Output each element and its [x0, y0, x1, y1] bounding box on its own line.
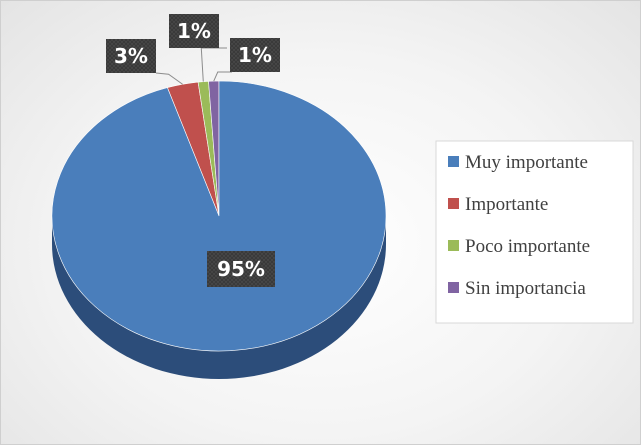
pie-side-muy-importante: [52, 216, 386, 379]
leader-lines-group: [155, 47, 232, 85]
leader-line-poco-importante: [200, 47, 227, 82]
data-label-box-muy-importante: [207, 251, 275, 287]
legend-swatch-sin-importancia: [448, 282, 459, 293]
pie-slices-group: [51, 80, 387, 352]
legend-label-muy-importante: Muy importante: [465, 152, 588, 173]
data-label-box-importante: [106, 39, 156, 73]
data-label-muy-importante: 95%: [217, 257, 265, 281]
data-labels-group: 3% 1% 1% 95%: [106, 14, 280, 287]
legend-box: [435, 140, 634, 324]
legend-swatch-muy-importante: [448, 156, 459, 167]
leader-line-sin-importancia: [213, 71, 232, 82]
pie-depth-group: [52, 216, 386, 379]
data-label-poco-importante: 1%: [177, 19, 211, 43]
pie-slice-muy-importante: [51, 80, 387, 352]
legend-label-sin-importancia: Sin importancia: [465, 278, 586, 299]
legend: Muy importante Importante Poco importante S…: [435, 140, 634, 324]
legend-swatch-importante: [448, 198, 459, 209]
data-label-box-sin-importancia: [230, 38, 280, 72]
leader-line-importante: [155, 72, 183, 85]
legend-label-poco-importante: Poco importante: [465, 236, 590, 257]
data-label-sin-importancia: 1%: [238, 43, 272, 67]
legend-label-importante: Importante: [465, 194, 548, 215]
legend-swatch-poco-importante: [448, 240, 459, 251]
data-label-importante: 3%: [114, 44, 148, 68]
data-label-box-poco-importante: [169, 14, 219, 48]
